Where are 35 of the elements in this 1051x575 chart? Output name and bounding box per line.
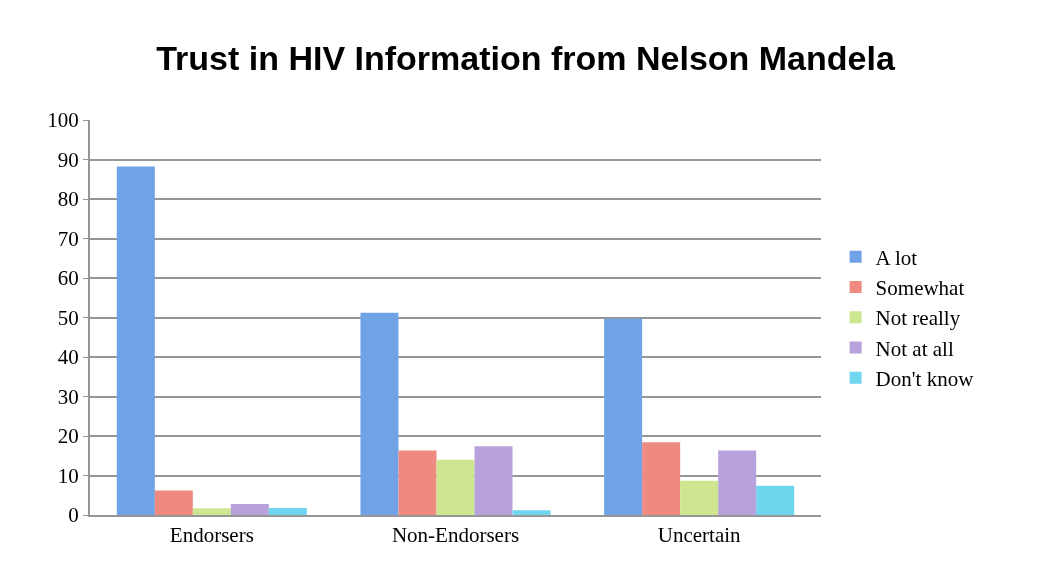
legend-label: Don't know xyxy=(875,367,975,392)
bar xyxy=(154,490,193,515)
y-tick-label: 100 xyxy=(47,108,79,133)
legend-label: A lot xyxy=(875,245,918,270)
y-tick-label: 90 xyxy=(57,147,79,172)
bar xyxy=(398,450,437,515)
x-tick-label: Uncertain xyxy=(657,523,742,548)
bar xyxy=(718,450,757,515)
y-tick-label: 60 xyxy=(57,266,79,291)
bar xyxy=(680,480,719,515)
y-tick-label: 70 xyxy=(57,226,79,251)
bar xyxy=(642,442,681,515)
bar xyxy=(604,318,643,515)
y-tick-label: 20 xyxy=(57,424,79,449)
x-tick-label: Endorsers xyxy=(169,523,254,548)
y-tick-label: 10 xyxy=(57,463,79,488)
bar xyxy=(268,507,307,515)
y-tick-label: 40 xyxy=(57,345,79,370)
bar xyxy=(230,503,269,515)
y-tick-label: 80 xyxy=(57,187,79,212)
chart-title: Trust in HIV Information from Nelson Mandela xyxy=(156,38,896,77)
bar xyxy=(512,510,551,515)
bar xyxy=(192,508,231,515)
bar xyxy=(360,312,399,515)
legend-label: Not really xyxy=(875,306,961,331)
x-tick-label: Non-Endorsers xyxy=(391,523,520,548)
bar xyxy=(756,485,795,515)
bar xyxy=(116,166,155,515)
bar xyxy=(436,459,475,515)
y-tick-label: 50 xyxy=(57,305,79,330)
bar xyxy=(474,446,513,515)
y-tick-label: 30 xyxy=(57,384,79,409)
y-tick-label: 0 xyxy=(68,503,79,528)
legend-label: Not at all xyxy=(875,336,954,361)
legend-label: Somewhat xyxy=(875,276,965,301)
